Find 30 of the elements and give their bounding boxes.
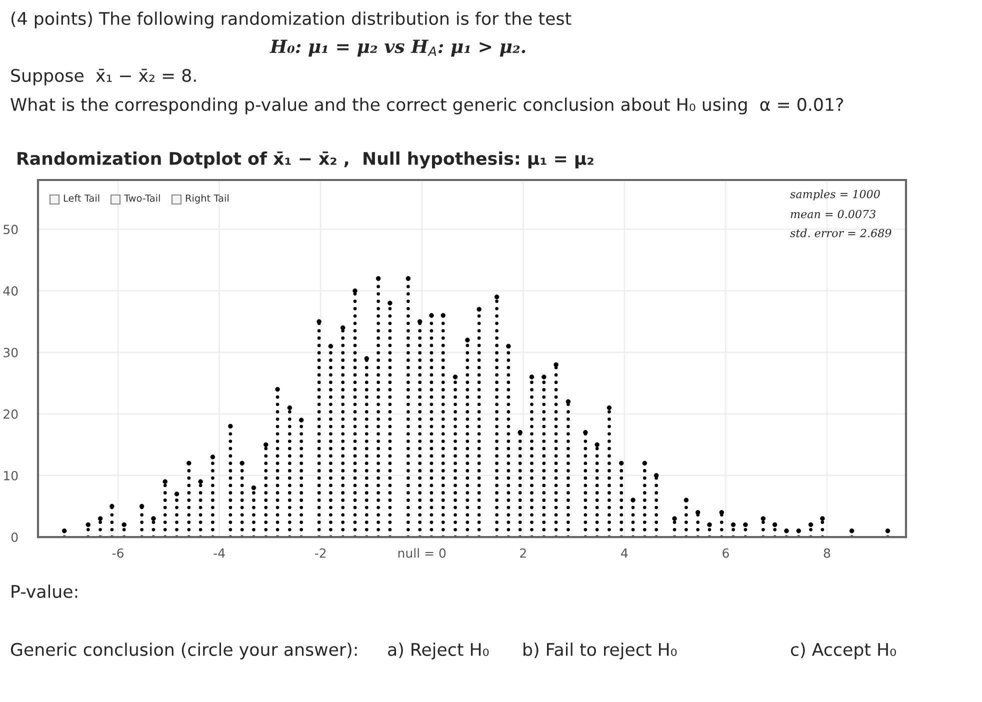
text: P-value: bbox=[12, 584, 78, 598]
x-tick-label: 2 bbox=[520, 548, 526, 558]
text: Suppose x̄₁ − x̄₂ = 8. bbox=[11, 68, 196, 86]
y-tick-label: 50 bbox=[4, 224, 18, 234]
annotation: Right Tail bbox=[186, 194, 228, 204]
text: (4 points) The following randomization distribution is for the test bbox=[11, 12, 572, 28]
y-tick-label: 10 bbox=[4, 470, 18, 480]
x-tick-label: null = 0 bbox=[398, 548, 446, 558]
annotation: std. error = 2.689 bbox=[790, 228, 892, 238]
y-tick-label: 40 bbox=[3, 286, 18, 296]
y-tick-label: 30 bbox=[4, 348, 18, 358]
text: b) Fail to reject H₀ bbox=[524, 642, 677, 660]
text: Generic conclusion (circle your answer): bbox=[10, 642, 357, 660]
annotation: Left Tail bbox=[64, 194, 100, 202]
text: c) Accept H₀ bbox=[790, 642, 896, 660]
annotation: samples = 1000 bbox=[790, 190, 880, 200]
y-tick-label: 0 bbox=[11, 532, 18, 542]
x-tick-label: 4 bbox=[621, 548, 628, 558]
annotation: mean = 0.0073 bbox=[790, 210, 876, 218]
x-tick-label: 8 bbox=[824, 548, 830, 558]
annotation: Two-Tail bbox=[124, 194, 160, 202]
y-tick-label: 20 bbox=[4, 409, 18, 419]
chart-title: Randomization Dotplot of x̄₁ − x̄₂ , Null hypothesis: μ₁ = μ₂ bbox=[18, 152, 594, 168]
text: What is the corresponding p-value and the correct generic conclusion about H₀ using α = 0.01? bbox=[10, 98, 844, 114]
x-tick-label: 6 bbox=[722, 548, 729, 558]
x-tick-label: -2 bbox=[314, 548, 326, 558]
x-tick-label: -6 bbox=[112, 548, 124, 558]
x-tick-label: -4 bbox=[214, 548, 225, 558]
text: H₀: μ₁ = μ₂ vs H$_{A}$: μ₁ > μ₂. bbox=[270, 40, 526, 57]
text: a) Reject H₀ bbox=[388, 642, 489, 660]
